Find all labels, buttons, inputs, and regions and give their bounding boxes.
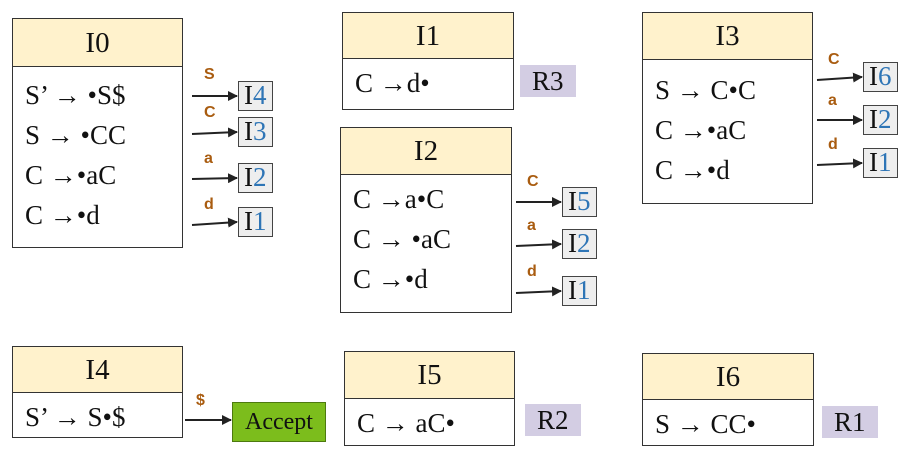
state-i3-item-1: S → C•C bbox=[655, 75, 756, 105]
state-i0-header: I0 bbox=[13, 19, 182, 67]
state-i3-item-2: C →•aC bbox=[655, 115, 747, 145]
state-i4-item-1: S’ → S•$ bbox=[25, 402, 126, 432]
state-i0-item-1: S’ → •S$ bbox=[25, 80, 126, 110]
state-i5-items: C → aC• bbox=[345, 399, 514, 443]
goto-target-prefix: I bbox=[869, 61, 878, 91]
state-i1-item-1: C →d• bbox=[355, 68, 430, 98]
symbol-i2-c: C bbox=[527, 173, 539, 190]
symbol-i0-d: d bbox=[204, 196, 214, 213]
goto-target-prefix: I bbox=[568, 275, 577, 305]
arrow-i2-a bbox=[515, 239, 562, 250]
goto-target-i2[interactable]: I2 bbox=[238, 163, 273, 193]
state-i0: I0 S’ → •S$ S → •CC C →•aC C →•d bbox=[12, 18, 183, 248]
state-i6-header: I6 bbox=[643, 354, 813, 400]
goto-target-number: 3 bbox=[253, 116, 267, 146]
goto-target-number: 2 bbox=[577, 228, 591, 258]
arrow-i3-c bbox=[816, 72, 863, 83]
symbol-i0-s: S bbox=[204, 66, 215, 83]
goto-target-number: 1 bbox=[878, 147, 892, 177]
goto-target-prefix: I bbox=[568, 186, 577, 216]
state-i1-items: C →d• bbox=[343, 59, 513, 103]
goto-target-number: 1 bbox=[253, 206, 267, 236]
goto-target-i1[interactable]: I1 bbox=[238, 207, 273, 237]
symbol-i3-a: a bbox=[828, 92, 837, 109]
state-i4-header: I4 bbox=[13, 347, 182, 393]
state-i5-item-1: C → aC• bbox=[357, 408, 455, 438]
reduce-badge-i6: R1 bbox=[822, 406, 878, 438]
state-i5: I5 C → aC• bbox=[344, 351, 515, 446]
goto-target-prefix: I bbox=[244, 162, 253, 192]
state-i5-header: I5 bbox=[345, 352, 514, 399]
goto-target-i5[interactable]: I5 bbox=[562, 187, 597, 217]
state-i3-items: S → C•C C →•aC C →•d bbox=[643, 60, 812, 190]
state-i0-item-3: C →•aC bbox=[25, 160, 117, 190]
goto-target-i4[interactable]: I4 bbox=[238, 81, 273, 111]
arrow-i0-d bbox=[191, 217, 238, 228]
goto-target-i2[interactable]: I2 bbox=[562, 229, 597, 259]
goto-target-i3[interactable]: I3 bbox=[238, 117, 273, 147]
symbol-i0-c: C bbox=[204, 104, 216, 121]
state-i1-header: I1 bbox=[343, 13, 513, 59]
goto-target-number: 4 bbox=[253, 80, 267, 110]
goto-target-prefix: I bbox=[244, 80, 253, 110]
goto-target-prefix: I bbox=[869, 147, 878, 177]
state-i4: I4 S’ → S•$ bbox=[12, 346, 183, 438]
state-i1: I1 C →d• bbox=[342, 12, 514, 110]
goto-target-number: 6 bbox=[878, 61, 892, 91]
reduce-badge-i5: R2 bbox=[525, 404, 581, 436]
arrow-i2-d bbox=[515, 286, 562, 297]
state-i2-item-1: C →a•C bbox=[353, 184, 445, 214]
goto-target-i1[interactable]: I1 bbox=[562, 276, 597, 306]
state-i0-item-2: S → •CC bbox=[25, 120, 126, 150]
state-i0-item-4: C →•d bbox=[25, 200, 100, 230]
symbol-i2-d: d bbox=[527, 263, 537, 280]
goto-target-prefix: I bbox=[244, 116, 253, 146]
goto-target-i6[interactable]: I6 bbox=[863, 62, 898, 92]
state-i6-item-1: S → CC• bbox=[655, 409, 756, 439]
arrow-i3-d bbox=[816, 158, 863, 169]
state-i6-items: S → CC• bbox=[643, 400, 813, 444]
goto-target-number: 2 bbox=[878, 104, 892, 134]
goto-target-prefix: I bbox=[568, 228, 577, 258]
symbol-i0-a: a bbox=[204, 150, 213, 167]
symbol-i4-dollar: $ bbox=[196, 392, 205, 409]
arrow-i0-c bbox=[191, 127, 238, 138]
state-i2: I2 C →a•C C → •aC C →•d bbox=[340, 127, 512, 313]
state-i3-item-3: C →•d bbox=[655, 155, 730, 185]
symbol-i3-d: d bbox=[828, 136, 838, 153]
goto-target-prefix: I bbox=[244, 206, 253, 236]
symbol-i3-c: C bbox=[828, 51, 840, 68]
arrow-i0-a bbox=[191, 173, 238, 184]
state-i0-items: S’ → •S$ S → •CC C →•aC C →•d bbox=[13, 67, 182, 235]
accept-action[interactable]: Accept bbox=[232, 402, 326, 442]
reduce-badge-i1: R3 bbox=[520, 65, 576, 97]
goto-target-i1[interactable]: I1 bbox=[863, 148, 898, 178]
goto-target-prefix: I bbox=[869, 104, 878, 134]
goto-target-number: 1 bbox=[577, 275, 591, 305]
state-i2-item-3: C →•d bbox=[353, 264, 428, 294]
state-i6: I6 S → CC• bbox=[642, 353, 814, 446]
goto-target-i2[interactable]: I2 bbox=[863, 105, 898, 135]
goto-target-number: 2 bbox=[253, 162, 267, 192]
state-i2-item-2: C → •aC bbox=[353, 224, 451, 254]
symbol-i2-a: a bbox=[527, 217, 536, 234]
state-i2-items: C →a•C C → •aC C →•d bbox=[341, 175, 511, 299]
state-i3-header: I3 bbox=[643, 13, 812, 60]
state-i3: I3 S → C•C C →•aC C →•d bbox=[642, 12, 813, 204]
state-i2-header: I2 bbox=[341, 128, 511, 175]
goto-target-number: 5 bbox=[577, 186, 591, 216]
state-i4-items: S’ → S•$ bbox=[13, 393, 182, 437]
